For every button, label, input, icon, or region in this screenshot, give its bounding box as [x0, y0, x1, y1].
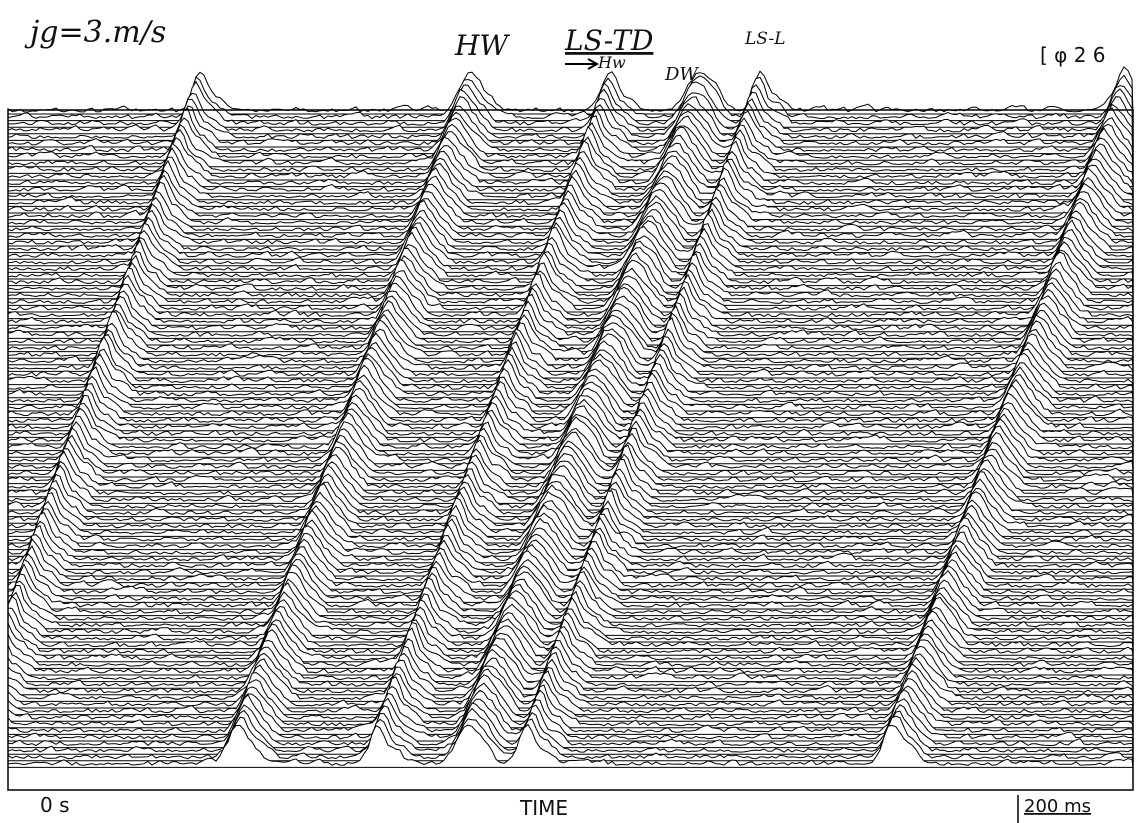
- trace: [7, 483, 1134, 531]
- trace: [7, 637, 1134, 683]
- hw-label: HW: [454, 29, 510, 62]
- trace: [7, 648, 1134, 696]
- trace: [7, 96, 1134, 141]
- plot-frame: [7, 109, 1134, 791]
- trace: [7, 199, 1134, 247]
- trace-group: [7, 66, 1134, 768]
- trace: [7, 107, 1134, 155]
- trace: [7, 656, 1134, 702]
- trace: [7, 208, 1134, 254]
- ls-td-label: LS-TD: [564, 24, 653, 57]
- trace: [7, 239, 1134, 287]
- ls-l-label: LS-L: [744, 29, 786, 49]
- trace: [7, 516, 1134, 564]
- trace: [7, 644, 1134, 689]
- trace: [7, 125, 1134, 174]
- trace: [7, 723, 1134, 768]
- trace: [7, 478, 1134, 524]
- time-start: 0 s: [40, 793, 70, 817]
- time-scale: 200 ms: [1024, 796, 1091, 817]
- trace: [7, 88, 1134, 135]
- dw-label: DW: [664, 64, 699, 85]
- trace: [7, 80, 1134, 128]
- trace: [7, 471, 1134, 518]
- trace: [7, 497, 1134, 544]
- run-id: [ φ 2 6: [1040, 43, 1106, 67]
- velocity-label: jg=3.m/s: [24, 15, 166, 50]
- arrow-head: [587, 58, 600, 70]
- trace: [7, 115, 1134, 161]
- hw-small-label: Hw: [597, 53, 626, 72]
- time-label: TIME: [519, 796, 568, 820]
- trace: [7, 102, 1134, 148]
- trace: [7, 74, 1134, 122]
